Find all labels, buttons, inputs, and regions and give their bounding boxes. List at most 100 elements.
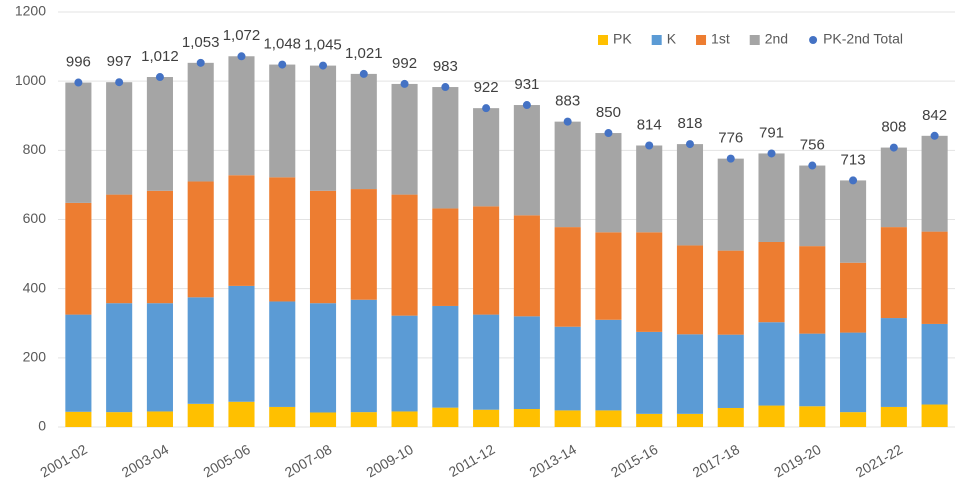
legend-swatch: [598, 35, 608, 45]
bar-segment: [799, 165, 826, 247]
bar-segment: [432, 305, 459, 408]
bar-segment: [146, 303, 173, 412]
bar-segment: [106, 82, 133, 195]
bar-segment: [513, 105, 540, 216]
x-tick-label: 2009-10: [363, 441, 416, 481]
data-label: 992: [392, 55, 417, 72]
bar-segment: [187, 62, 214, 182]
data-label: 997: [107, 53, 132, 70]
bar-segment: [391, 315, 418, 412]
data-label: 1,021: [345, 45, 383, 62]
x-tick-label: 2019-20: [771, 441, 824, 481]
x-tick-label: 2007-08: [282, 441, 335, 481]
x-tick-label: 2013-14: [527, 441, 580, 481]
bar-segment: [921, 404, 948, 427]
bar-segment: [473, 206, 500, 315]
y-tick-label: 1000: [15, 72, 46, 88]
bar-segment: [717, 250, 744, 335]
bar-segment: [921, 323, 948, 405]
bar-segment: [269, 301, 296, 407]
data-label: 756: [800, 137, 825, 154]
data-label: 818: [677, 115, 702, 132]
bar-segment: [676, 413, 704, 427]
y-tick-label: 400: [23, 279, 47, 295]
bar-segment: [187, 403, 214, 427]
y-tick-label: 1200: [15, 3, 46, 19]
x-tick-label: 2005-06: [200, 441, 253, 481]
total-dot: [237, 52, 246, 61]
bar-segment: [595, 410, 622, 427]
bar-segment: [554, 410, 581, 427]
bar-segment: [228, 401, 255, 427]
data-label: 850: [596, 104, 621, 121]
bar-segment: [717, 334, 744, 408]
bar-segment: [880, 318, 907, 407]
legend-label: PK: [613, 31, 632, 47]
bar-segment: [758, 322, 785, 406]
bar-segment: [269, 64, 296, 178]
bar-segment: [228, 285, 255, 402]
bar-segment: [676, 334, 704, 414]
total-dot: [726, 154, 735, 163]
bar-segment: [799, 406, 826, 427]
bar-segment: [595, 133, 622, 233]
total-dot: [685, 140, 694, 149]
total-dot: [115, 78, 124, 87]
bar-segment: [473, 409, 500, 427]
y-tick-label: 200: [23, 349, 47, 365]
total-dot: [196, 58, 205, 67]
bar-segment: [350, 412, 377, 427]
bar-segment: [309, 303, 337, 413]
total-dot: [319, 61, 328, 70]
bar-segment: [146, 411, 173, 427]
bar-segment: [758, 153, 785, 242]
total-dot: [74, 78, 83, 87]
bar-segment: [309, 412, 337, 427]
bar-segment: [799, 246, 826, 334]
bar-segment: [513, 215, 540, 317]
data-label: 791: [759, 124, 784, 141]
total-dot: [522, 101, 531, 110]
bar-segment: [146, 190, 173, 304]
legend-swatch: [696, 35, 707, 45]
bar-segment: [636, 145, 663, 233]
bar-segment: [473, 108, 500, 207]
total-dot: [645, 141, 654, 150]
bar-segment: [554, 121, 581, 228]
total-dot: [400, 79, 409, 88]
bar-segment: [513, 316, 540, 410]
bar-segment: [391, 411, 418, 427]
bar-segment: [554, 227, 581, 327]
bar-segment: [636, 232, 663, 332]
bar-segment: [187, 297, 214, 404]
bar-segment: [513, 409, 540, 427]
bar-segment: [350, 73, 377, 190]
total-dot: [482, 104, 491, 113]
bar-segment: [758, 405, 785, 427]
bar-segment: [921, 135, 948, 232]
bar-segment: [432, 407, 459, 427]
bar-segment: [391, 83, 418, 195]
bar-segment: [880, 227, 907, 319]
data-label: 776: [718, 130, 743, 147]
legend-swatch: [749, 35, 760, 45]
total-dot: [767, 149, 776, 158]
data-label: 1,045: [304, 37, 342, 54]
bar-segment: [840, 180, 867, 263]
bar-segment: [269, 177, 296, 302]
bar-segment: [799, 333, 826, 407]
bar-segment: [636, 413, 663, 427]
data-label: 808: [881, 119, 906, 136]
legend-swatch: [651, 35, 662, 45]
x-tick-label: 2001-02: [37, 441, 90, 481]
bar-segment: [717, 158, 744, 251]
data-label: 1,053: [182, 34, 220, 51]
legend-label: 2nd: [765, 31, 788, 47]
data-label: 922: [474, 79, 499, 96]
bar-segment: [880, 406, 907, 427]
bar-segment: [106, 412, 133, 427]
total-dot: [930, 131, 939, 140]
bar-segment: [309, 190, 337, 304]
total-dot: [808, 161, 817, 170]
